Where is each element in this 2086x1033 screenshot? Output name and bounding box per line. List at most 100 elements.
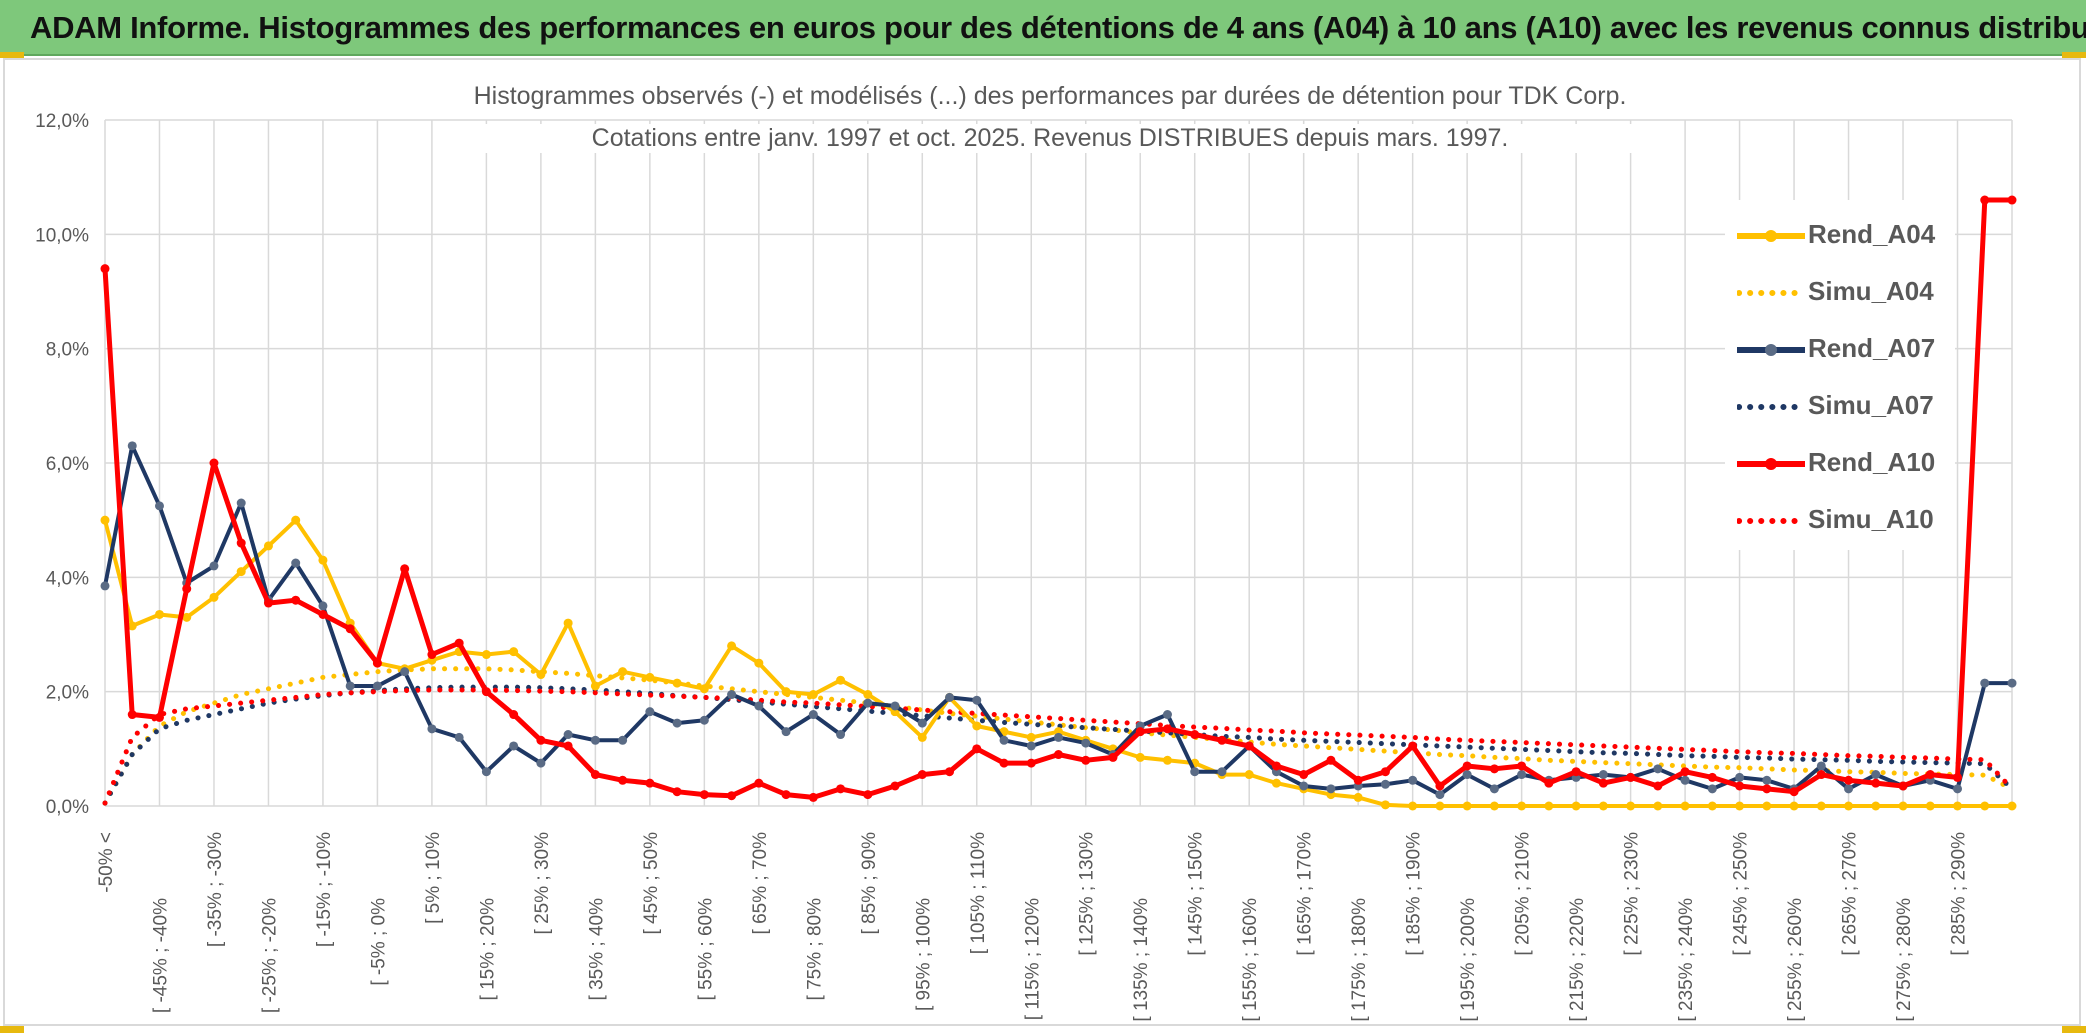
data-point-rend-a04 bbox=[1353, 792, 1363, 802]
data-point-rend-a04 bbox=[1680, 801, 1690, 811]
data-point-rend-a07 bbox=[754, 701, 764, 711]
data-point-rend-a04 bbox=[1707, 801, 1717, 811]
y-tick-label: 6,0% bbox=[46, 454, 89, 475]
data-point-rend-a10 bbox=[536, 735, 546, 745]
banner: ADAM Informe. Histogrammes des performan… bbox=[0, 0, 2086, 58]
data-point-rend-a07 bbox=[699, 715, 709, 725]
data-point-rend-a10 bbox=[1435, 781, 1445, 791]
data-point-rend-a04 bbox=[1489, 801, 1499, 811]
x-tick-label: [ 255% ; 260% bbox=[1785, 898, 1806, 1022]
data-point-rend-a04 bbox=[754, 658, 764, 668]
data-point-rend-a10 bbox=[1953, 772, 1963, 782]
data-point-rend-a10 bbox=[481, 687, 491, 697]
data-point-rend-a07 bbox=[781, 727, 791, 737]
data-point-rend-a10 bbox=[645, 778, 655, 788]
data-point-rend-a10 bbox=[590, 770, 600, 780]
x-tick-label: [ 215% ; 220% bbox=[1567, 898, 1588, 1022]
x-tick-label: [ -25% ; -20% bbox=[259, 898, 280, 1013]
data-point-rend-a07 bbox=[2007, 678, 2017, 688]
grid-lines bbox=[104, 119, 2013, 807]
data-point-rend-a04 bbox=[1735, 801, 1745, 811]
data-point-rend-a10 bbox=[836, 784, 846, 794]
data-point-rend-a04 bbox=[1844, 801, 1854, 811]
legend-item-rend-a04[interactable]: Rend_A04 bbox=[1725, 216, 1955, 256]
data-point-rend-a10 bbox=[1544, 778, 1554, 788]
data-point-rend-a07 bbox=[1081, 738, 1091, 748]
data-point-rend-a07 bbox=[1871, 770, 1881, 780]
data-point-rend-a10 bbox=[1244, 741, 1254, 751]
data-point-rend-a07 bbox=[427, 724, 437, 734]
data-point-rend-a04 bbox=[1980, 801, 1990, 811]
x-tick-label: -50% < bbox=[96, 832, 117, 893]
x-tick-label: [ 85% ; 90% bbox=[859, 832, 880, 935]
data-point-rend-a04 bbox=[1571, 801, 1581, 811]
data-point-rend-a10 bbox=[509, 710, 519, 720]
x-tick-label: [ 145% ; 150% bbox=[1186, 832, 1207, 956]
series-line-simu-a07 bbox=[102, 684, 2015, 806]
data-point-rend-a04 bbox=[100, 515, 110, 525]
data-point-rend-a04 bbox=[127, 621, 137, 631]
data-point-rend-a10 bbox=[1680, 767, 1690, 777]
data-point-rend-a10 bbox=[372, 658, 382, 668]
data-point-rend-a10 bbox=[1054, 750, 1063, 760]
data-point-rend-a07 bbox=[727, 690, 737, 700]
legend-item-rend-a10[interactable]: Rend_A10 bbox=[1725, 444, 1955, 484]
legend-item-simu-a04[interactable]: Simu_A04 bbox=[1725, 273, 1955, 313]
data-point-rend-a07 bbox=[618, 735, 628, 745]
data-point-rend-a04 bbox=[1898, 801, 1908, 811]
data-point-rend-a07 bbox=[1653, 764, 1663, 774]
y-axis-tick-labels: 0,0% 2,0% 4,0% 6,0% 8,0% 10,0% 12,0% bbox=[35, 111, 89, 818]
legend-item-simu-a07[interactable]: Simu_A07 bbox=[1725, 387, 1955, 427]
data-point-rend-a10 bbox=[1217, 735, 1227, 745]
data-point-rend-a10 bbox=[2007, 195, 2017, 205]
data-point-rend-a07 bbox=[999, 735, 1009, 745]
data-point-rend-a07 bbox=[1489, 784, 1499, 794]
data-point-rend-a07 bbox=[590, 735, 600, 745]
x-tick-label: [ 105% ; 110% bbox=[968, 832, 989, 954]
data-point-rend-a10 bbox=[863, 790, 873, 800]
data-point-rend-a10 bbox=[699, 790, 709, 800]
legend-label: Rend_A10 bbox=[1808, 447, 1936, 477]
data-point-rend-a07 bbox=[1408, 775, 1418, 785]
x-tick-label: [ -45% ; -40% bbox=[150, 898, 171, 1013]
legend-label: Simu_A04 bbox=[1808, 276, 1934, 306]
data-point-rend-a10 bbox=[1299, 770, 1309, 780]
data-point-rend-a07 bbox=[645, 707, 655, 717]
series-line-simu-a04 bbox=[102, 666, 2015, 806]
data-point-rend-a07 bbox=[509, 741, 519, 751]
data-point-rend-a10 bbox=[917, 770, 927, 780]
data-point-rend-a07 bbox=[1953, 784, 1963, 794]
series-line-simu-a10 bbox=[102, 687, 2015, 806]
data-point-rend-a10 bbox=[754, 778, 764, 788]
data-point-rend-a10 bbox=[1871, 778, 1881, 788]
data-point-rend-a07 bbox=[1217, 767, 1227, 777]
x-tick-label: [ 275% ; 280% bbox=[1894, 898, 1915, 1022]
data-point-rend-a07 bbox=[808, 710, 818, 720]
data-point-rend-a07 bbox=[1844, 784, 1854, 794]
data-point-rend-a07 bbox=[1435, 790, 1445, 800]
data-point-rend-a10 bbox=[236, 538, 246, 548]
data-point-rend-a10 bbox=[1598, 778, 1608, 788]
legend-swatch-rend-a04 bbox=[1737, 230, 1805, 242]
data-point-rend-a07 bbox=[236, 498, 246, 508]
data-point-rend-a04 bbox=[509, 647, 519, 657]
legend-swatch-simu-a04 bbox=[1737, 290, 1807, 296]
legend-swatch-simu-a10 bbox=[1737, 518, 1807, 524]
x-tick-label: [ 205% ; 210% bbox=[1513, 832, 1534, 956]
x-tick-label: [ -5% ; 0% bbox=[368, 898, 389, 986]
legend-swatch-rend-a07 bbox=[1737, 344, 1805, 356]
x-axis-tick-labels: -50% < [ -45% ; -40% [ -35% ; -30% [ -25% ;… bbox=[96, 832, 1970, 1022]
data-point-rend-a10 bbox=[209, 458, 219, 468]
data-point-rend-a04 bbox=[1816, 801, 1826, 811]
x-tick-label: [ 155% ; 160% bbox=[1240, 898, 1261, 1022]
legend-item-rend-a07[interactable]: Rend_A07 bbox=[1725, 330, 1955, 370]
data-point-rend-a10 bbox=[318, 609, 328, 619]
data-point-rend-a10 bbox=[127, 710, 137, 720]
data-point-rend-a10 bbox=[400, 564, 410, 574]
legend-item-simu-a10[interactable]: Simu_A10 bbox=[1725, 501, 1955, 541]
data-point-rend-a04 bbox=[209, 592, 219, 602]
bottom-accent-left bbox=[0, 1026, 24, 1033]
x-tick-label: [ 65% ; 70% bbox=[750, 832, 771, 935]
data-point-rend-a04 bbox=[1162, 755, 1172, 765]
